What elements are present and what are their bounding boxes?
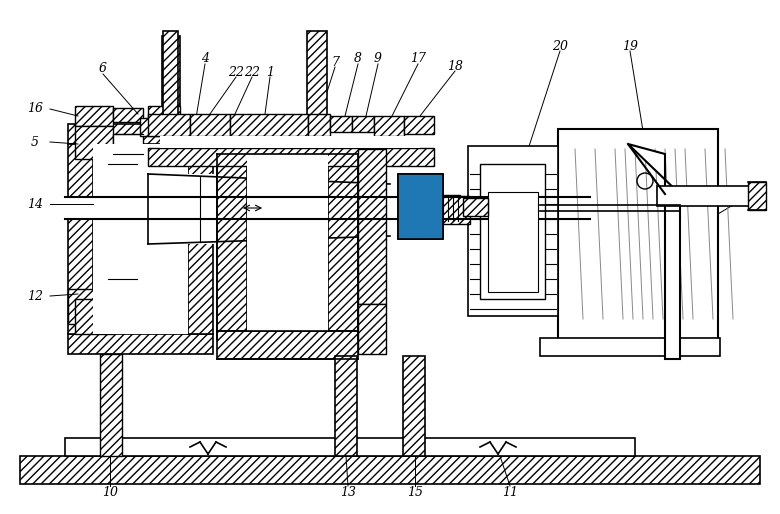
Bar [68,124,213,144]
Bar [488,192,538,292]
Bar [68,289,123,324]
Bar [308,114,330,136]
Bar [247,154,328,331]
Text: 6: 6 [99,63,107,76]
Bar [358,304,386,354]
Bar [217,154,247,339]
Bar [540,338,720,356]
Text: 3: 3 [314,35,322,48]
Bar [75,299,113,334]
Bar [748,182,766,210]
Text: 4: 4 [201,52,209,65]
Bar [480,164,545,299]
Bar [404,116,434,134]
Bar [230,114,308,136]
Bar [163,31,178,119]
Bar [68,334,213,354]
Bar [148,148,434,166]
Bar [65,438,635,456]
Text: 19: 19 [622,40,638,52]
Bar [657,186,752,206]
Bar [217,331,358,359]
Text: 1: 1 [266,65,274,79]
Bar [307,31,327,119]
Text: 12: 12 [27,289,43,303]
Bar [335,356,357,456]
Bar [162,36,180,126]
Bar [95,159,150,284]
Bar [403,356,425,456]
Text: 5: 5 [31,136,39,149]
Bar [68,144,93,334]
Text: 22: 22 [228,65,244,79]
Bar [468,146,558,316]
Bar [75,126,113,159]
Text: 20: 20 [552,40,568,52]
Bar [440,196,470,224]
Bar [148,114,190,136]
Polygon shape [628,144,680,359]
Bar [140,118,190,136]
Text: 17: 17 [410,52,426,65]
Bar [113,134,143,154]
Bar [93,144,188,334]
Text: 8: 8 [354,52,362,65]
Bar [148,106,180,118]
Text: 10: 10 [102,486,118,499]
Bar [160,136,420,148]
Text: 7: 7 [331,56,339,68]
Bar [190,114,230,136]
Bar [65,197,565,219]
Text: 14: 14 [27,197,43,211]
Bar [75,106,113,126]
Bar [403,179,438,234]
Text: 22: 22 [244,65,260,79]
Bar [463,198,488,216]
Text: 11: 11 [502,486,518,499]
Text: 15: 15 [407,486,423,499]
Text: 9: 9 [374,52,382,65]
Bar [398,174,443,239]
Text: 21: 21 [737,195,753,209]
Text: 13: 13 [340,486,356,499]
Text: 2: 2 [171,35,179,48]
Bar [440,195,460,221]
Bar [558,129,718,339]
Bar [358,149,386,304]
Bar [148,174,390,244]
Bar [188,144,213,334]
Bar [328,154,358,339]
Bar [20,456,760,484]
Bar [374,116,404,136]
Bar [330,116,352,132]
Bar [100,354,122,456]
Bar [398,174,443,239]
Text: 16: 16 [27,102,43,116]
Text: 18: 18 [447,60,463,72]
Bar [108,164,137,279]
Bar [352,116,374,132]
Bar [113,108,143,122]
